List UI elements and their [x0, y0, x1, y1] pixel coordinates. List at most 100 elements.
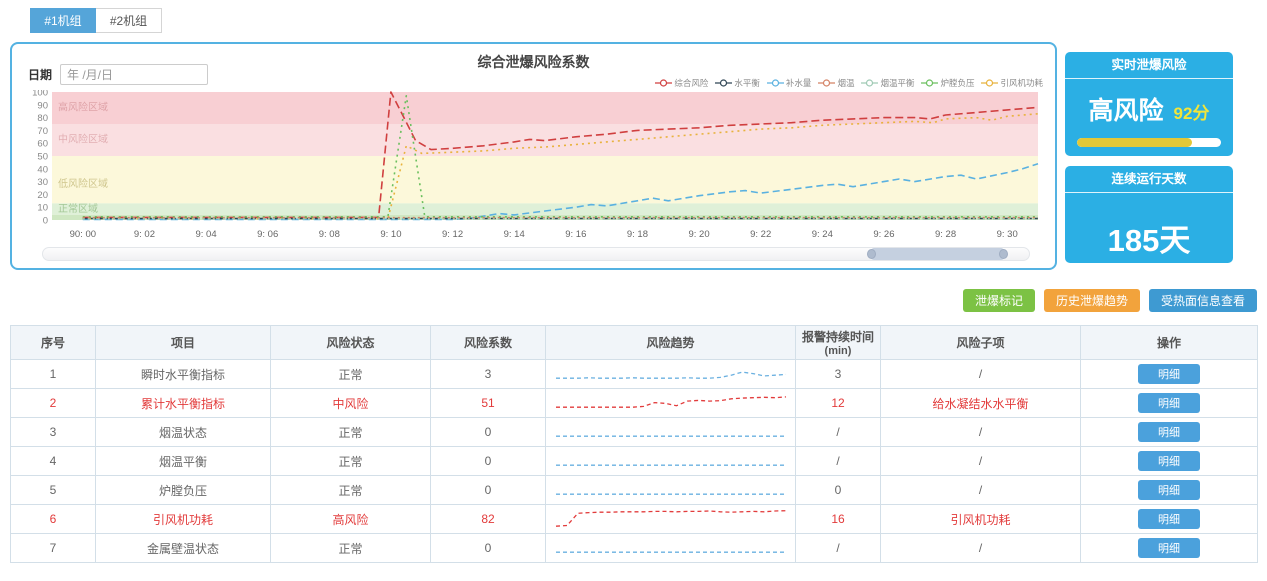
svg-text:70: 70 [37, 126, 48, 137]
legend-item-5[interactable]: 炉膛负压 [921, 77, 974, 89]
svg-text:90: 90 [37, 100, 48, 111]
table-cell: 中风险 [270, 388, 431, 418]
operation-cell: 明细 [1080, 417, 1258, 447]
table-row: 5 炉膛负压 正常 0 0/明细 [10, 475, 1258, 505]
legend-item-1[interactable]: 水平衡 [715, 77, 760, 89]
table-row: 7 金属壁温状态 正常 0 // 明细 [10, 533, 1258, 563]
table-cell: 烟温平衡 [95, 446, 271, 476]
svg-text:9: 12: 9: 12 [442, 229, 463, 240]
risk-chart: 高风险区域 中风险区域 低风险区域 正常区域 0 10 20 30 40 50 60 70 80 90 10… [18, 88, 1048, 255]
scrollbar-selection[interactable] [867, 248, 1009, 260]
svg-text:9: 16: 9: 16 [565, 229, 586, 240]
legend-label: 烟温 [837, 78, 855, 88]
svg-text:60: 60 [37, 139, 48, 150]
svg-text:9: 26: 9: 26 [873, 229, 894, 240]
legend-item-2[interactable]: 补水量 [766, 77, 812, 89]
scrollbar-handle-right[interactable] [999, 249, 1009, 259]
table-row: 3 烟温状态 正常 0 // 明细 [10, 417, 1258, 447]
table-header-cell: 风险状态 [270, 325, 431, 360]
trend-cell [545, 446, 796, 476]
operation-cell: 明细 [1080, 533, 1258, 563]
detail-button[interactable]: 明细 [1138, 393, 1200, 413]
operation-cell: 明细 [1080, 388, 1258, 418]
svg-text:9: 10: 9: 10 [380, 229, 401, 240]
detail-button[interactable]: 明细 [1138, 364, 1200, 384]
action-button-2[interactable]: 受热面信息查看 [1148, 289, 1257, 312]
trend-sparkline [555, 370, 786, 379]
table-cell: 正常 [270, 359, 431, 389]
table-cell: 累计水平衡指标 [95, 388, 271, 418]
legend-item-0[interactable]: 综合风险 [655, 77, 708, 89]
table-cell: 0 [430, 533, 546, 563]
table-cell: / [795, 446, 881, 476]
legend-label: 水平衡 [734, 78, 760, 88]
table-row: 6 引风机功耗 高风险 82 16 引风机功耗 明细 [10, 504, 1258, 534]
tab-unit-1[interactable]: #1机组 [30, 8, 96, 33]
action-buttons: 泄爆标记 历史泄爆趋势 受热面信息查看 [962, 289, 1257, 312]
legend-item-6[interactable]: 引风机功耗 [981, 77, 1043, 89]
scrollbar-handle-left[interactable] [867, 249, 877, 259]
table-cell: 0 [430, 446, 546, 476]
detail-button[interactable]: 明细 [1138, 509, 1200, 529]
svg-text:100: 100 [32, 90, 48, 99]
trend-cell [545, 388, 796, 418]
svg-text:高风险区域: 高风险区域 [58, 100, 108, 113]
svg-text:9: 22: 9: 22 [750, 229, 771, 240]
chart-scrollbar[interactable] [42, 247, 1030, 261]
risk-table: 序号 项目 风险状态 风险系数 风险趋势 报警持续时间 (min) 风险子项 操作 1 瞬时水平衡指… [10, 325, 1258, 563]
table-cell: / [795, 533, 881, 563]
detail-button[interactable]: 明细 [1138, 422, 1200, 442]
table-cell: 烟温状态 [95, 417, 271, 447]
svg-text:9: 06: 9: 06 [257, 229, 278, 240]
table-cell: 正常 [270, 533, 431, 563]
detail-button[interactable]: 明细 [1138, 480, 1200, 500]
legend-item-4[interactable]: 烟温平衡 [861, 77, 914, 89]
chart-legend: 综合风险 水平衡 补水量 烟温 烟温平衡 炉膛负压 引风机功耗 [655, 77, 1043, 89]
table-cell: 给水凝结水水平衡 [880, 388, 1081, 418]
legend-label: 补水量 [785, 78, 812, 88]
table-cell: 6 [10, 504, 96, 534]
date-label: 日期 [28, 68, 53, 82]
table-row: 4 烟温平衡 正常 0 // 明细 [10, 446, 1258, 476]
svg-text:80: 80 [37, 113, 48, 124]
legend-marker-icon [655, 79, 673, 87]
running-days-header: 连续运行天数 [1065, 166, 1233, 193]
table-header-cell: 报警持续时间 (min) [795, 325, 881, 360]
legend-label: 烟温平衡 [880, 78, 915, 88]
chart-panel: 综合泄爆风险系数 日期 综合风险 水平衡 补水量 烟温 烟温平衡 炉膛负压 引风机功耗 高风… [10, 42, 1057, 270]
svg-text:正常区域: 正常区域 [58, 202, 98, 215]
svg-text:低风险区域: 低风险区域 [58, 177, 108, 190]
table-header-cell: 风险子项 [880, 325, 1081, 360]
svg-text:9: 18: 9: 18 [627, 229, 648, 240]
table-cell: / [795, 417, 881, 447]
table-cell: 7 [10, 533, 96, 563]
table-cell: 4 [10, 446, 96, 476]
date-input[interactable] [60, 64, 209, 85]
table-cell: 3 [795, 359, 881, 389]
trend-cell [545, 417, 796, 447]
detail-button[interactable]: 明细 [1138, 538, 1200, 558]
operation-cell: 明细 [1080, 504, 1258, 534]
action-button-0[interactable]: 泄爆标记 [962, 289, 1035, 312]
operation-cell: 明细 [1080, 446, 1258, 476]
risk-progress-fill [1077, 138, 1193, 147]
table-header-row: 序号 项目 风险状态 风险系数 风险趋势 报警持续时间 (min) 风险子项 操作 [10, 325, 1258, 360]
action-button-1[interactable]: 历史泄爆趋势 [1043, 289, 1140, 312]
table-cell: 2 [10, 388, 96, 418]
table-row: 1 瞬时水平衡指标 正常 3 3/明细 [10, 359, 1258, 389]
trend-sparkline [555, 435, 786, 437]
table-cell: 0 [795, 475, 881, 505]
risk-progress [1077, 138, 1221, 147]
table-header-cell: 项目 [95, 325, 271, 360]
detail-button[interactable]: 明细 [1138, 451, 1200, 471]
table-header-cell: 操作 [1080, 325, 1258, 360]
legend-item-3[interactable]: 烟温 [818, 77, 854, 89]
tab-unit-2[interactable]: #2机组 [96, 8, 162, 33]
legend-marker-icon [715, 79, 733, 87]
table-cell: 金属壁温状态 [95, 533, 271, 563]
svg-text:20: 20 [37, 190, 48, 201]
trend-sparkline [555, 493, 786, 495]
table-cell: / [880, 417, 1081, 447]
trend-sparkline [555, 464, 786, 466]
table-cell: 12 [795, 388, 881, 418]
